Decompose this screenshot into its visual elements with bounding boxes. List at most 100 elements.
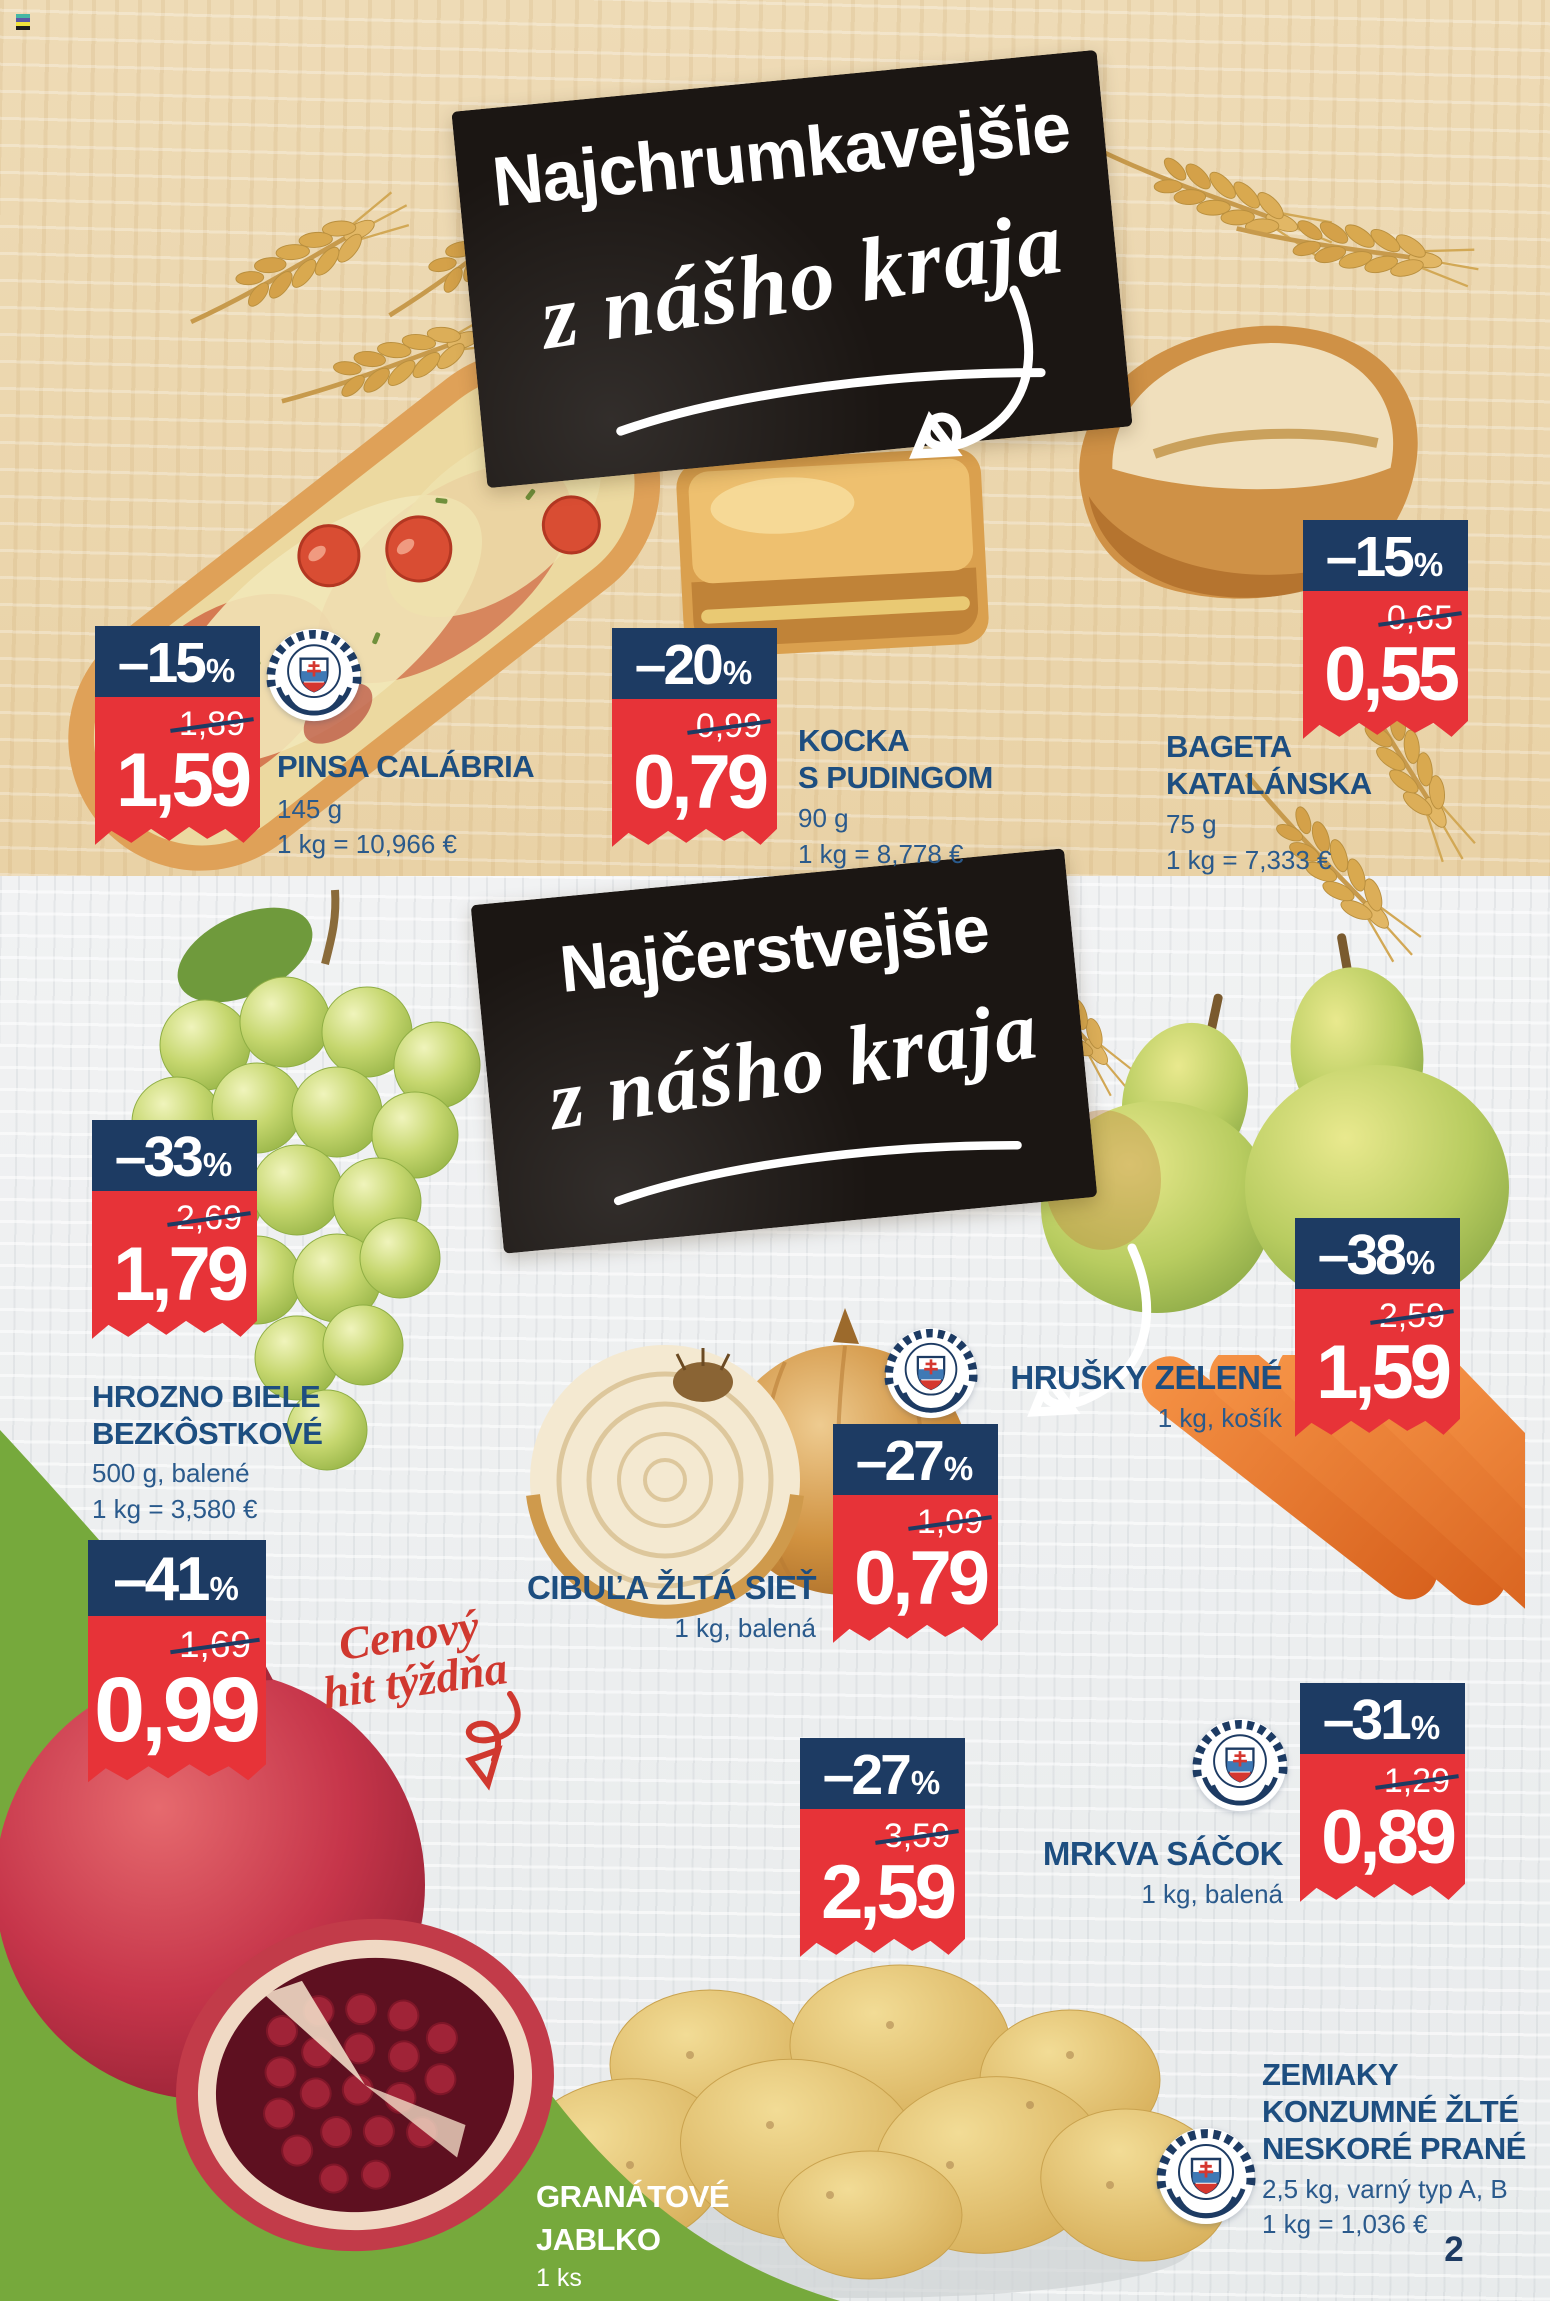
- product-hrozno-info: HROZNO BIELE BEZKÔSTKOVÉ 500 g, balené 1…: [92, 1378, 323, 1526]
- percent-sign: %: [205, 652, 236, 689]
- price-block: 2,69 1,79: [92, 1191, 257, 1341]
- print-mark-bar: [16, 22, 30, 26]
- product-name-line2: JABLKO: [536, 2222, 661, 2258]
- pudding-pastry-image: [676, 448, 989, 658]
- chalkboard-sign-bakery: Najchrumkavejšie z nášho kraja: [451, 49, 1133, 489]
- old-price-value: 1,89: [176, 707, 248, 743]
- discount-badge-hrusky: –38% 2,59 1,59: [1295, 1218, 1460, 1439]
- product-weight: 1 kg, košík: [1157, 1402, 1282, 1433]
- new-price: 0,99: [94, 1658, 258, 1761]
- old-price-value: 3,59: [881, 1819, 953, 1855]
- percent-sign: %: [1410, 1709, 1441, 1746]
- product-weight: 75 g: [1166, 809, 1217, 840]
- old-price: 3,59: [806, 1819, 953, 1855]
- chalk-underline: [616, 368, 1046, 436]
- discount-badge-pinsa: –15% 1,89 1,59: [95, 626, 260, 847]
- old-price-value: 1,09: [914, 1505, 986, 1541]
- discount-badge-mrkva: –31% 1,29 0,89: [1300, 1683, 1465, 1904]
- old-price-value: 0,65: [1384, 601, 1456, 637]
- discount-percent: –31%: [1300, 1683, 1465, 1754]
- discount-percent: –15%: [1303, 520, 1468, 591]
- price-block: 2,59 1,59: [1295, 1289, 1460, 1439]
- product-weight: 500 g, balené: [92, 1458, 250, 1489]
- old-price: 2,69: [98, 1201, 245, 1237]
- new-price: 2,59: [821, 1849, 953, 1935]
- potatoes-image: [510, 1964, 1230, 2298]
- product-pinsa-info: PINSA CALÁBRIA 145 g 1 kg = 10,966 €: [277, 748, 535, 862]
- product-cibula-info: CIBUĽA ŽLTÁ SIEŤ 1 kg, balená: [480, 1568, 816, 1645]
- old-price-value: 2,59: [1376, 1299, 1448, 1335]
- discount-value: –20: [634, 633, 724, 697]
- new-price: 1,59: [116, 737, 248, 823]
- product-name-line3: NESKORÉ PRANÉ: [1262, 2131, 1526, 2167]
- discount-badge-granatove-jablko: –41% 1,69 0,99: [88, 1540, 266, 1784]
- product-weight: 1 kg, balená: [674, 1612, 816, 1643]
- price-block: 0,99 0,79: [612, 699, 777, 849]
- chalkboard-sign-fresh: Najčerstvejšie z nášho kraja: [470, 848, 1098, 1254]
- product-name-line2: BEZKÔSTKOVÉ: [92, 1416, 323, 1452]
- discount-badge-zemiaky: –27% 3,59 2,59: [800, 1738, 965, 1959]
- product-name-line1: HROZNO BIELE: [92, 1379, 321, 1414]
- discount-percent: –33%: [92, 1120, 257, 1191]
- old-price: 1,69: [94, 1626, 254, 1665]
- discount-percent: –41%: [88, 1540, 266, 1616]
- slovak-quality-logo: [1156, 2126, 1256, 2226]
- product-kocka-info: KOCKA S PUDINGOM 90 g 1 kg = 8,778 €: [798, 722, 993, 871]
- discount-value: –27: [822, 1743, 912, 1807]
- old-price-value: 0,99: [693, 709, 765, 745]
- percent-sign: %: [202, 1146, 233, 1183]
- product-unit-price: 1 kg = 1,036 €: [1262, 2208, 1428, 2239]
- product-zemiaky-info: ZEMIAKY KONZUMNÉ ŽLTÉ NESKORÉ PRANÉ 2,5 …: [1262, 2056, 1526, 2241]
- old-price: 1,09: [839, 1505, 986, 1541]
- page-number: 2: [1444, 2230, 1464, 2269]
- old-price-value: 1,69: [176, 1626, 254, 1665]
- old-price: 2,59: [1301, 1299, 1448, 1335]
- new-price: 0,79: [633, 739, 765, 825]
- fresh-headline-script: z nášho kraja: [543, 983, 1045, 1149]
- discount-value: –31: [1322, 1688, 1412, 1752]
- chalk-underline: [613, 1140, 1022, 1206]
- percent-sign: %: [910, 1764, 941, 1801]
- print-registration-mark: [16, 14, 30, 30]
- discount-percent: –38%: [1295, 1218, 1460, 1289]
- product-name-line1: KOCKA: [798, 723, 910, 758]
- product-name-line1: GRANÁTOVÉ: [536, 2179, 730, 2214]
- slovak-quality-logo: [884, 1326, 978, 1420]
- pomegranate-image: [0, 1617, 554, 2252]
- discount-value: –27: [855, 1429, 945, 1493]
- product-name: CIBUĽA ŽLTÁ SIEŤ: [527, 1569, 816, 1606]
- old-price: 0,65: [1309, 601, 1456, 637]
- red-arrow-down: [465, 1691, 521, 1791]
- chalk-arrow-down: [909, 285, 1034, 459]
- discount-percent: –27%: [833, 1424, 998, 1495]
- discount-value: –41: [113, 1545, 210, 1614]
- old-price-value: 2,69: [173, 1201, 245, 1237]
- product-granatove-jablko-info: GRANÁTOVÉ JABLKO 1 ks: [536, 2178, 730, 2294]
- print-mark-bar: [16, 26, 30, 30]
- discount-badge-cibula: –27% 1,09 0,79: [833, 1424, 998, 1645]
- chalk-arrow-down: [1027, 1243, 1152, 1417]
- slovak-quality-logo: [1192, 1717, 1288, 1813]
- product-weight: 90 g: [798, 803, 849, 834]
- old-price: 0,99: [618, 709, 765, 745]
- discount-percent: –15%: [95, 626, 260, 697]
- product-name-line2: KATALÁNSKA: [1166, 766, 1372, 802]
- product-bageta-info: BAGETA KATALÁNSKA 75 g 1 kg = 7,333 €: [1166, 728, 1372, 877]
- new-price: 0,79: [854, 1535, 986, 1621]
- slovak-quality-logo: [266, 627, 362, 723]
- percent-sign: %: [943, 1450, 974, 1487]
- percent-sign: %: [209, 1570, 239, 1607]
- price-block: 1,89 1,59: [95, 697, 260, 847]
- percent-sign: %: [1413, 546, 1444, 583]
- discount-value: –15: [117, 631, 207, 695]
- product-name-line1: ZEMIAKY: [1262, 2057, 1398, 2092]
- product-unit-price: 1 kg = 8,778 €: [798, 838, 964, 869]
- old-price: 1,29: [1306, 1764, 1453, 1800]
- product-name: HRUŠKY ZELENÉ: [1010, 1359, 1282, 1396]
- new-price: 0,55: [1324, 631, 1456, 717]
- product-mrkva-info: MRKVA SÁČOK 1 kg, balená: [997, 1834, 1284, 1911]
- percent-sign: %: [722, 654, 753, 691]
- price-block: 0,65 0,55: [1303, 591, 1468, 741]
- print-mark-bar: [16, 14, 30, 18]
